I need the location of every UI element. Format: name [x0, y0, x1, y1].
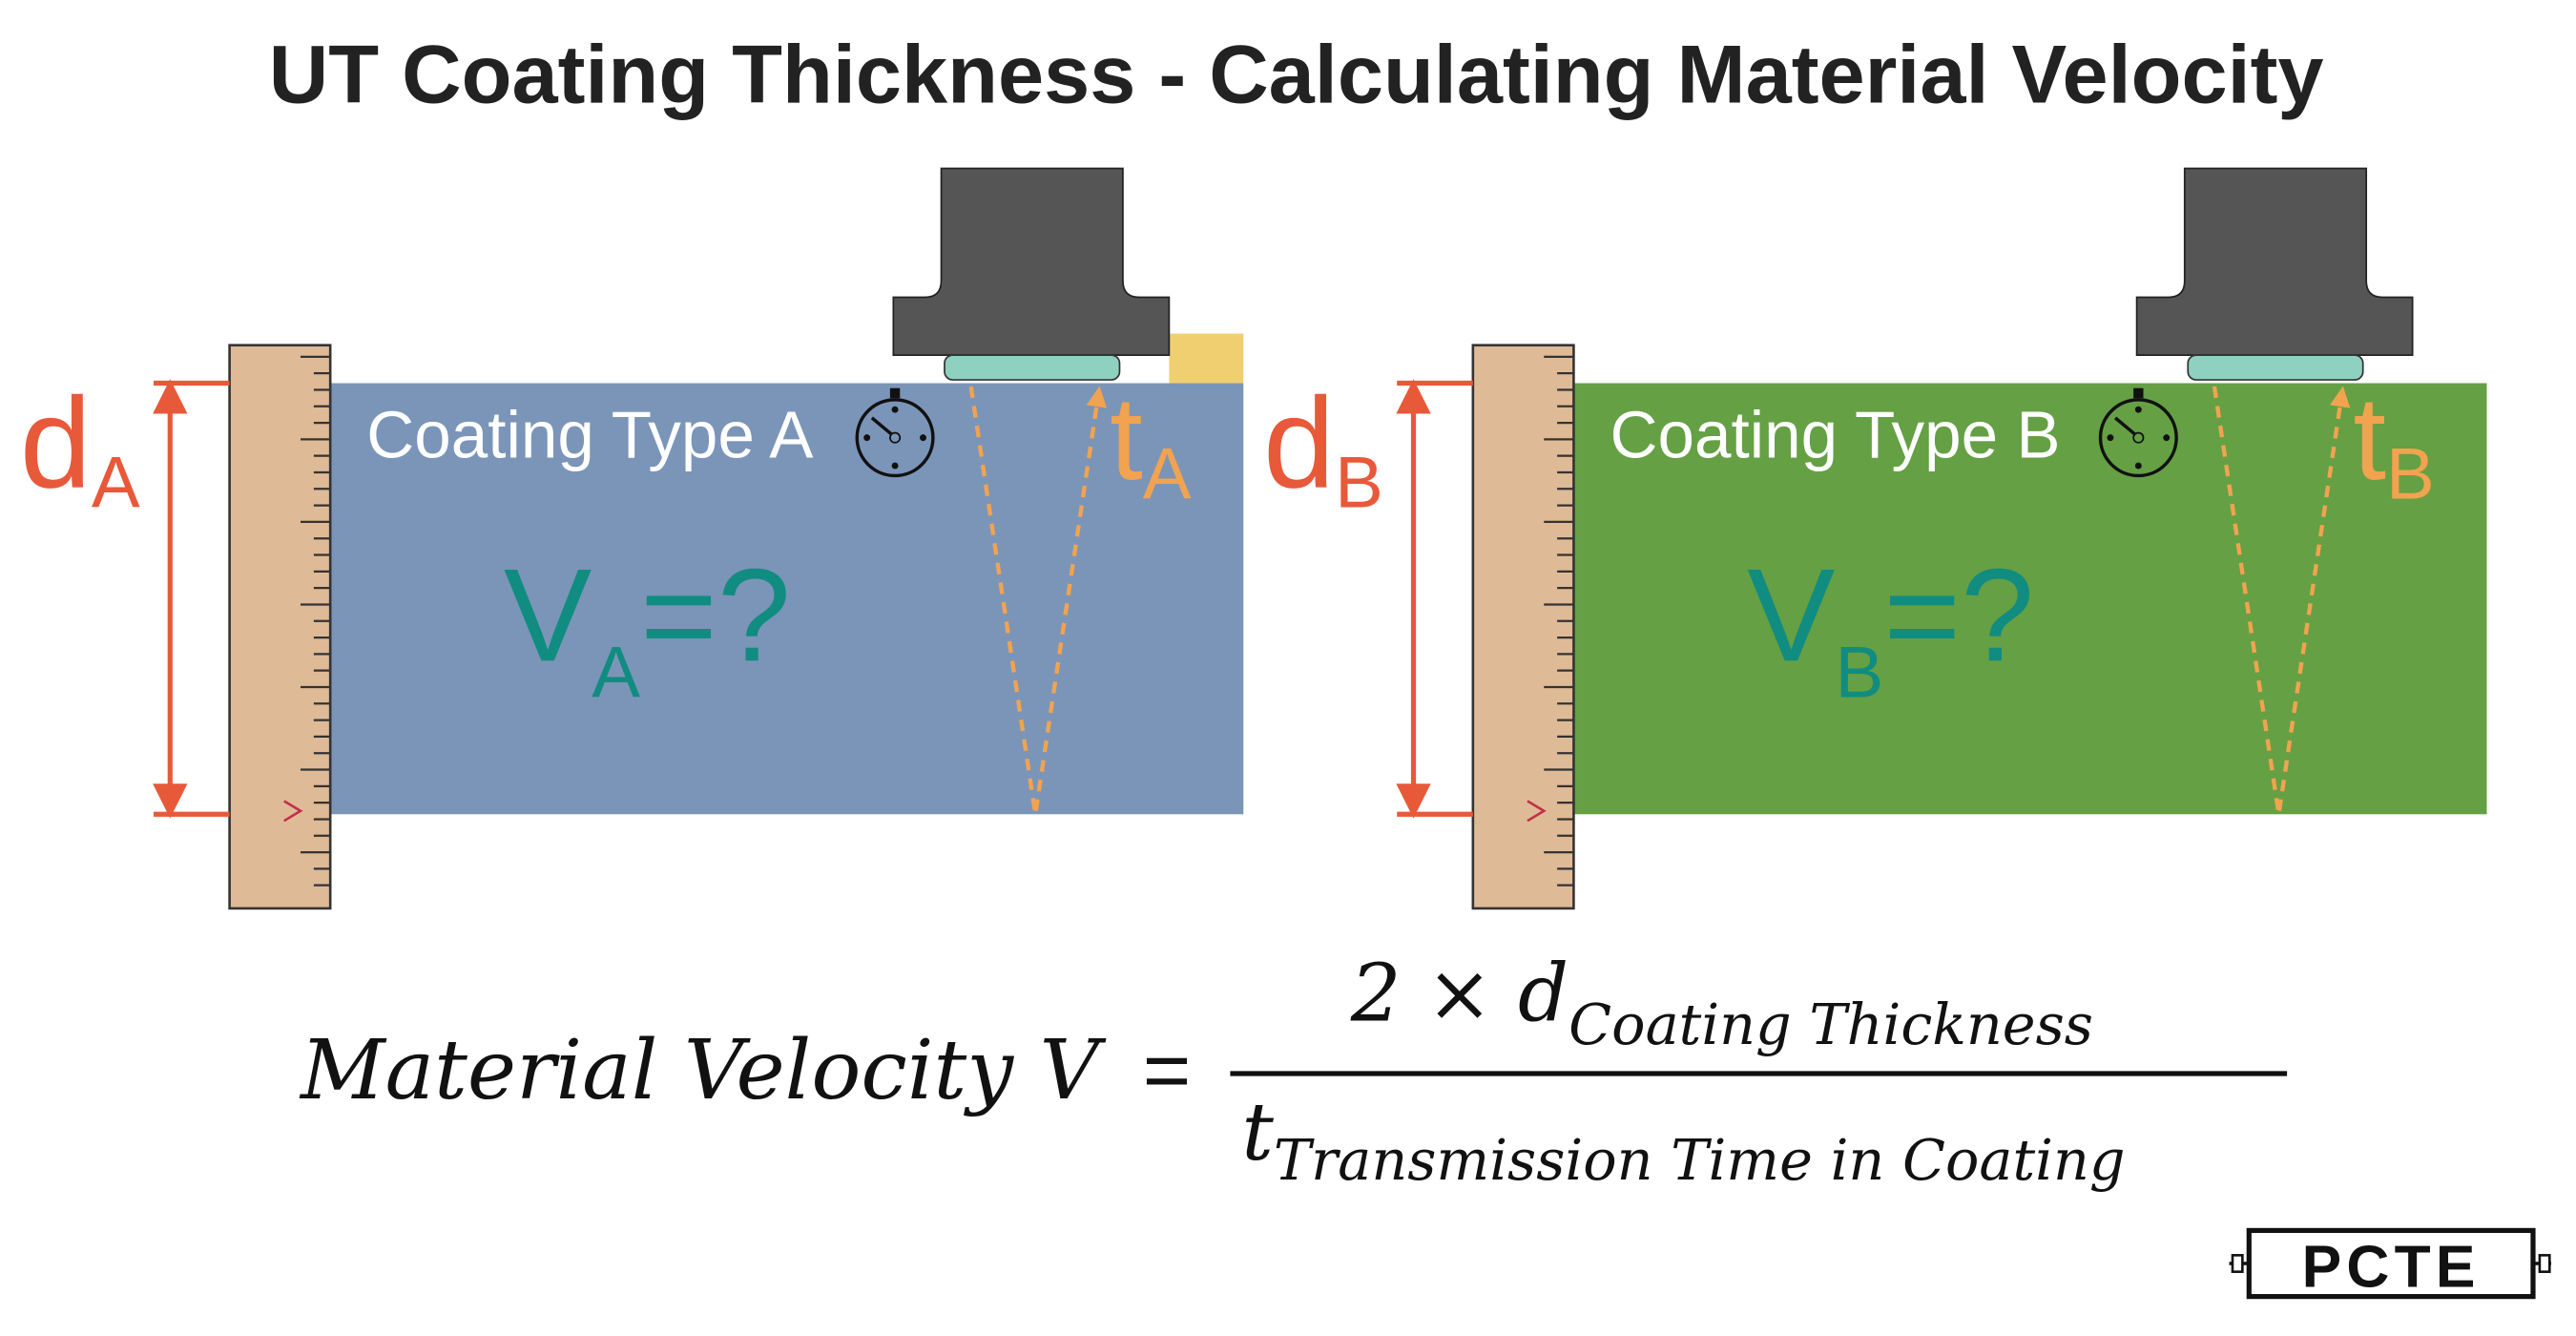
denominator-main: t: [1242, 1086, 1275, 1179]
coating-label: Coating Type A: [366, 397, 814, 471]
t-sub: B: [2386, 434, 2435, 515]
t-sub: A: [1143, 434, 1192, 515]
sound-path: [2212, 386, 2351, 815]
formula-equals: =: [1143, 1025, 1192, 1117]
formula: Material Velocity V = 2 × dCoating Thick…: [299, 948, 2288, 1193]
probe: [892, 167, 1171, 381]
sound-path: [968, 386, 1108, 815]
ruler-pointer: [1527, 800, 1547, 823]
logo-text: PCTE: [2302, 1234, 2481, 1300]
v-sub: A: [592, 632, 640, 713]
panel: dA Coating Type A tA VA=?: [20, 167, 1244, 910]
t: t: [2353, 372, 2386, 505]
ruler-pointer: [283, 800, 303, 823]
t-label: tB: [2353, 372, 2434, 515]
v: V: [1747, 542, 1835, 689]
title: UT Coating Thickness - Calculating Mater…: [269, 29, 2324, 120]
v-rest: =?: [640, 542, 791, 689]
probe: [2135, 167, 2414, 381]
d: d: [1263, 371, 1335, 515]
t-label: tA: [1110, 372, 1192, 515]
d-label: dB: [1263, 371, 1383, 524]
stopwatch: [2098, 387, 2178, 478]
denominator-sub: Transmission Time in Coating: [1274, 1127, 2126, 1193]
v-sub: B: [1835, 632, 1883, 713]
ruler: [1471, 344, 1575, 910]
panel: dB Coating Type B tB VB=?: [1263, 167, 2487, 910]
numerator-main: 2 × d: [1350, 948, 1568, 1040]
ruler-ticks: [301, 355, 331, 887]
d-label: dA: [20, 371, 140, 524]
coating-sample: [1169, 333, 1244, 384]
d-sub: B: [1335, 442, 1383, 523]
ruler-ticks: [1544, 355, 1574, 887]
v: V: [504, 542, 592, 689]
d-sub: A: [92, 442, 140, 523]
v-rest: =?: [1883, 542, 2034, 689]
d: d: [20, 371, 92, 515]
logo: PCTE: [2229, 1227, 2552, 1300]
t: t: [1110, 372, 1143, 505]
formula-lhs: Material Velocity V: [299, 1023, 1107, 1118]
coating-label: Coating Type B: [1610, 397, 2060, 471]
numerator-sub: Coating Thickness: [1568, 992, 2093, 1057]
denominator: tTransmission Time in Coating: [1242, 1086, 2126, 1193]
velocity-label: VB=?: [1747, 542, 2034, 713]
stopwatch: [855, 387, 935, 478]
ruler: [228, 344, 332, 910]
numerator: 2 × dCoating Thickness: [1350, 948, 2093, 1057]
velocity-label: VA=?: [504, 542, 791, 713]
